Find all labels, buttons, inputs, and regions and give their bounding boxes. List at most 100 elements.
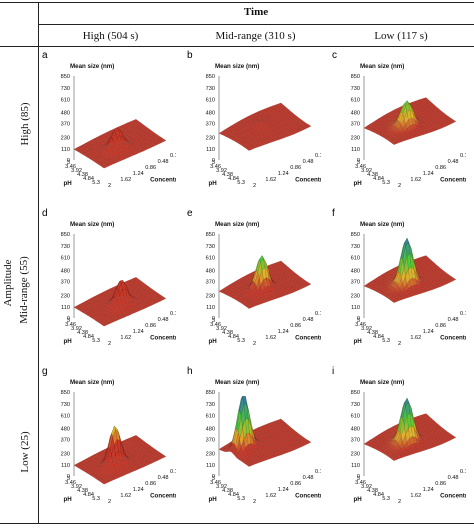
z-axis-label: Mean size (nm)	[360, 63, 404, 70]
surface-mesh	[363, 97, 457, 145]
z-tick-label: 230	[61, 135, 70, 141]
conc-tick-label: 1.24	[278, 487, 289, 493]
z-tick-label: 730	[61, 244, 70, 250]
surface-mesh	[218, 102, 312, 151]
surface-panel-i: i Mean size (nm) 0 110 230 370 480 610 730 850 3 3.…	[330, 364, 466, 530]
conc-tick-label: 1.24	[133, 487, 144, 493]
conc-axis-label: Concentration (mg/ml)	[440, 335, 466, 342]
col-header-low: Low (117 s)	[374, 30, 428, 42]
ph-tick-label: 3.46	[210, 480, 221, 486]
z-axis-label: Mean size (nm)	[215, 221, 259, 228]
ph-tick-label: 4.38	[77, 172, 88, 178]
ph-axis-label: pH	[64, 338, 73, 345]
row-header-high: High (85)	[19, 102, 31, 146]
z-tick-label: 0	[212, 474, 215, 480]
conc-axis-label: Concentration (mg/ml)	[440, 177, 466, 184]
ph-tick-label: 4.38	[222, 488, 233, 494]
ph-tick-label: 4.38	[222, 330, 233, 336]
z-tick-label: 370	[206, 121, 215, 127]
ph-tick-label: 3	[212, 160, 215, 166]
ph-axis-label: pH	[209, 338, 218, 345]
z-tick-label: 110	[61, 463, 70, 469]
conc-tick-label: 1.62	[410, 177, 421, 183]
conc-tick-label: 0.1	[460, 311, 466, 317]
conc-axis-label: Concentration (mg/ml)	[150, 335, 176, 342]
conc-tick-label: 0.48	[303, 475, 314, 481]
ph-tick-label: 3.46	[65, 480, 76, 486]
ph-tick-label: 3	[67, 476, 70, 482]
z-tick-label: 610	[206, 98, 215, 104]
ph-axis-label: pH	[354, 338, 363, 345]
panel-letter: c	[332, 50, 337, 61]
ph-tick-label: 3	[357, 476, 360, 482]
z-tick-label: 730	[351, 402, 360, 408]
ph-tick-label: 4.38	[77, 488, 88, 494]
ph-tick-label: 3.46	[355, 322, 366, 328]
z-tick-label: 0	[67, 316, 70, 322]
z-tick-label: 110	[61, 305, 70, 311]
conc-tick-label: 2	[108, 499, 111, 505]
conc-axis-label: Concentration (mg/ml)	[295, 493, 321, 500]
ph-tick-label: 3.92	[216, 484, 227, 490]
ph-tick-label: 4.84	[373, 334, 384, 340]
z-axis-label: Mean size (nm)	[360, 221, 404, 228]
z-tick-label: 850	[61, 232, 70, 238]
surface-panel-a: a Mean size (nm) 0 110 230 370 480 610 730 850 3 3.…	[40, 48, 176, 214]
conc-tick-label: 0.48	[448, 475, 459, 481]
surface-panel-c: c Mean size (nm) 0 110 230 370 480 610 730 850 3 3.…	[330, 48, 466, 214]
z-tick-label: 610	[351, 256, 360, 262]
surface-mesh	[73, 119, 167, 169]
ph-tick-label: 5.3	[92, 180, 100, 186]
z-tick-label: 230	[61, 451, 70, 457]
z-tick-label: 0	[67, 158, 70, 164]
z-tick-label: 230	[206, 135, 215, 141]
z-tick-label: 480	[61, 111, 70, 117]
z-tick-label: 0	[212, 158, 215, 164]
conc-axis-label: Concentration (mg/ml)	[150, 177, 176, 184]
ph-tick-label: 4.84	[373, 176, 384, 182]
z-tick-label: 370	[351, 121, 360, 127]
conc-tick-label: 1.24	[133, 171, 144, 177]
ph-tick-label: 5.3	[92, 338, 100, 344]
panel-letter: h	[187, 366, 193, 377]
z-axis-label: Mean size (nm)	[70, 63, 114, 70]
z-tick-label: 730	[351, 86, 360, 92]
ph-tick-label: 3.46	[355, 480, 366, 486]
conc-axis-label: Concentration (mg/ml)	[295, 335, 321, 342]
z-tick-label: 480	[351, 269, 360, 275]
surface-panel-e: e Mean size (nm) 0 110 230 370 480 610 730 850 3 3.…	[185, 206, 321, 372]
conc-tick-label: 0.86	[435, 323, 446, 329]
ph-tick-label: 4.84	[228, 334, 239, 340]
z-tick-label: 480	[351, 427, 360, 433]
time-header: Time	[243, 6, 269, 18]
ph-tick-label: 3.46	[355, 164, 366, 170]
ph-tick-label: 3.92	[216, 326, 227, 332]
z-axis-label: Mean size (nm)	[70, 221, 114, 228]
ph-tick-label: 4.84	[83, 176, 94, 182]
conc-tick-label: 1.24	[133, 329, 144, 335]
ph-axis-label: pH	[354, 496, 363, 503]
ph-tick-label: 3.92	[71, 484, 82, 490]
ph-tick-label: 4.38	[222, 172, 233, 178]
row-header-low: Low (25)	[19, 431, 31, 473]
surface-plot-e: e Mean size (nm) 0 110 230 370 480 610 730 850 33.…	[187, 208, 321, 347]
ph-tick-label: 3.92	[71, 168, 82, 174]
z-tick-label: 110	[206, 463, 215, 469]
z-tick-label: 480	[61, 269, 70, 275]
conc-tick-label: 1.62	[265, 177, 276, 183]
conc-tick-label: 0.1	[315, 311, 321, 317]
z-tick-label: 0	[212, 316, 215, 322]
surface-plot-h: h Mean size (nm) 0 110 230 370 480 610 730 850 33.…	[187, 366, 321, 505]
conc-tick-label: 0.48	[448, 317, 459, 323]
ph-axis-label: pH	[64, 496, 73, 503]
row-header-mid: Mid-range (55)	[18, 256, 30, 324]
panel-letter: a	[42, 50, 48, 61]
z-tick-label: 730	[206, 86, 215, 92]
z-tick-label: 110	[351, 147, 360, 153]
conc-axis-label: Concentration (mg/ml)	[440, 493, 466, 500]
conc-tick-label: 2	[398, 499, 401, 505]
panel-letter: e	[187, 208, 193, 219]
z-tick-label: 730	[61, 402, 70, 408]
panel-letter: i	[332, 366, 334, 377]
header-rule	[0, 46, 474, 47]
